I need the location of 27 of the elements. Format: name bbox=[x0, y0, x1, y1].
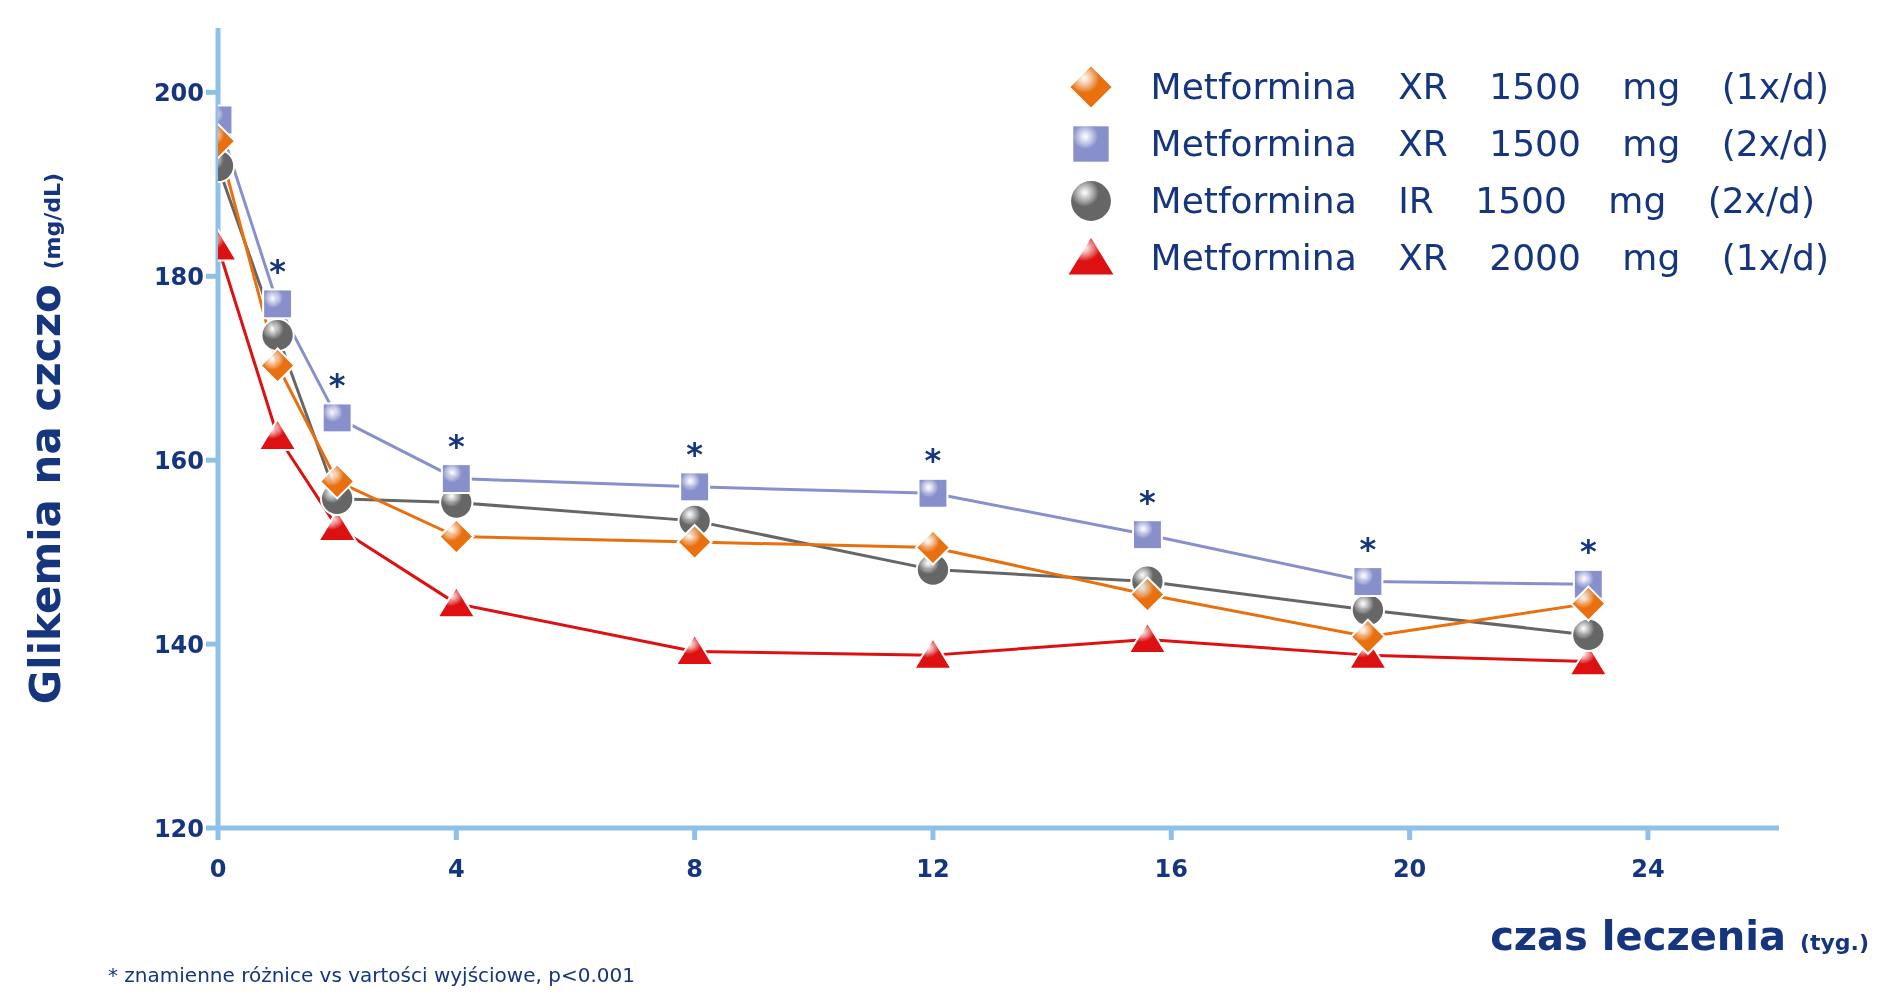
annotation: * bbox=[1139, 482, 1157, 521]
annotation: * bbox=[1579, 532, 1597, 571]
x-tick-label: 12 bbox=[916, 855, 950, 884]
y-tick-label: 200 bbox=[153, 78, 204, 107]
x-tick-label: 8 bbox=[686, 855, 703, 884]
y-tick-label: 120 bbox=[153, 814, 204, 843]
annotation: * bbox=[924, 441, 942, 480]
x-tick-label: 4 bbox=[447, 855, 465, 884]
text: * znamienne różnice vs vartości wyjściowe, p<0.001 bbox=[108, 963, 635, 987]
x-tick-label: 16 bbox=[1154, 855, 1188, 884]
legend-label: Metformina IR 1500 mg (2x/d) bbox=[1150, 180, 1815, 221]
x-axis-title: czas leczenia (tyg.) bbox=[1490, 913, 1869, 959]
x-tick-label: 20 bbox=[1392, 855, 1427, 884]
annotation: * bbox=[1359, 529, 1377, 568]
annotation: * bbox=[328, 365, 346, 404]
annotation: * bbox=[269, 251, 287, 290]
annotation: * bbox=[447, 426, 465, 465]
y-tick-label: 160 bbox=[153, 446, 204, 475]
y-tick-label: 180 bbox=[153, 262, 204, 291]
legend-label: Metformina XR 1500 mg (2x/d) bbox=[1150, 123, 1829, 164]
x-tick-label: 24 bbox=[1631, 855, 1665, 884]
legend-label: Metformina XR 2000 mg (1x/d) bbox=[1150, 237, 1829, 278]
y-tick-label: 140 bbox=[153, 630, 204, 659]
legend-label: Metformina XR 1500 mg (1x/d) bbox=[1150, 66, 1829, 107]
annotation: * bbox=[686, 434, 704, 473]
x-tick-label: 0 bbox=[209, 855, 227, 884]
y-axis-title: Glikemia na czczo (mg/dL) bbox=[21, 172, 71, 704]
